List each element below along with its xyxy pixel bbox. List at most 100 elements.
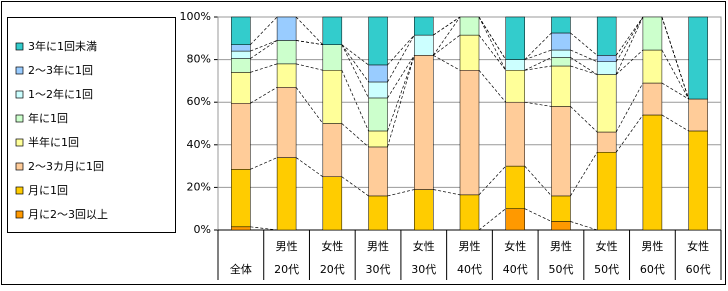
connector-line [433, 55, 461, 71]
bar-segment [231, 72, 251, 104]
bar-segment [368, 146, 388, 197]
bar-segment [551, 16, 571, 34]
bar-segment [322, 44, 343, 71]
legend-swatch [15, 66, 24, 75]
connector-line [250, 86, 278, 104]
bar-segment [596, 74, 617, 133]
bar-segment [642, 114, 663, 231]
x-tick-label: 男性 [459, 239, 481, 253]
connector-line [661, 16, 689, 100]
bar-segment [459, 194, 480, 231]
connector-line [615, 49, 644, 75]
bar-segment [276, 87, 297, 158]
connector-line [661, 82, 689, 100]
legend-label: 2～3カ月に1回 [28, 160, 104, 173]
connector-line [295, 87, 324, 124]
x-tick-label: 女性 [687, 239, 709, 253]
connector-line [478, 34, 507, 71]
bar-segment [322, 123, 343, 177]
legend-label: 月に1回 [28, 184, 68, 197]
bar-segment [551, 57, 571, 67]
bar-segment [688, 16, 708, 100]
bar-segment [414, 16, 434, 36]
x-tick-label: 女性 [596, 239, 618, 253]
bar-segment [276, 40, 297, 65]
connector-line [478, 165, 506, 196]
bar-segment [642, 82, 663, 116]
connector-line [387, 55, 415, 148]
bar-segment [368, 16, 388, 66]
bar-segment [596, 131, 617, 153]
connector-line [661, 49, 689, 100]
connector-line [570, 106, 598, 133]
bar-segment [231, 169, 251, 228]
legend-swatch [15, 138, 24, 147]
connector-line [661, 114, 689, 132]
bar-segment [368, 130, 388, 148]
x-tick-label: 60代 [640, 263, 665, 276]
connector-line [387, 55, 415, 99]
bar-segment [688, 130, 708, 231]
connector-line [341, 176, 369, 197]
legend-label: 3年に1回未満 [28, 39, 97, 53]
bar-segment [551, 195, 571, 222]
connector-line [432, 16, 461, 56]
bar-segment [505, 208, 525, 231]
bar-segment [596, 61, 617, 75]
y-tick-label: 80% [187, 53, 211, 66]
bar-segment [688, 98, 708, 132]
connector-line [295, 157, 324, 178]
connector-line [433, 16, 461, 36]
y-tick-label: 100% [180, 10, 211, 23]
legend-swatch [15, 42, 24, 51]
y-tick-label: 60% [187, 95, 211, 108]
legend-label: 半年に1回 [28, 135, 79, 149]
connector-line [615, 114, 644, 153]
bar-segment [322, 16, 343, 45]
connector-line [296, 40, 323, 46]
legend-swatch [15, 210, 24, 219]
connector-line [250, 226, 278, 231]
x-tick-label: 30代 [411, 263, 436, 276]
connector-line [433, 34, 461, 56]
x-tick-label: 20代 [320, 263, 345, 276]
x-tick-label: 男性 [367, 239, 389, 253]
legend-swatch [15, 114, 24, 123]
x-tick-label: 50代 [594, 263, 619, 276]
bar-segment [459, 16, 480, 36]
connector-line [341, 70, 369, 132]
connector-line [250, 16, 278, 45]
connector-line [478, 70, 506, 103]
bar-segment [459, 34, 480, 71]
connector-line [615, 16, 644, 56]
bar-segment [505, 165, 525, 209]
connector-line [524, 32, 552, 60]
x-tick-label: 50代 [548, 263, 573, 276]
legend-label: 1～2年に1回 [28, 87, 93, 101]
bar-segment [414, 189, 434, 231]
connector-line [387, 189, 415, 197]
connector-line [387, 55, 415, 132]
connector-line [387, 34, 415, 83]
legend-box [7, 17, 176, 233]
bar-segment [276, 63, 297, 88]
connector-line [250, 40, 278, 59]
bar-segment [322, 70, 343, 124]
bar-segment [368, 97, 388, 132]
y-tick-label: 0% [194, 223, 211, 236]
connector-line [615, 82, 644, 133]
bar-segment [368, 64, 388, 83]
x-tick-label: 男性 [641, 239, 663, 253]
bar-segment [596, 55, 617, 62]
bar-segment [368, 81, 388, 99]
legend-label: 月に2～3回以上 [28, 208, 108, 221]
x-tick-label: 男性 [550, 239, 572, 253]
y-tick-label: 20% [187, 180, 211, 193]
connector-line [478, 16, 507, 60]
legend-label: 年に1回 [28, 111, 68, 125]
bar-segment [231, 103, 251, 170]
bar-segment [551, 49, 571, 58]
bar-segment [551, 32, 571, 51]
bar-segment [276, 16, 297, 41]
